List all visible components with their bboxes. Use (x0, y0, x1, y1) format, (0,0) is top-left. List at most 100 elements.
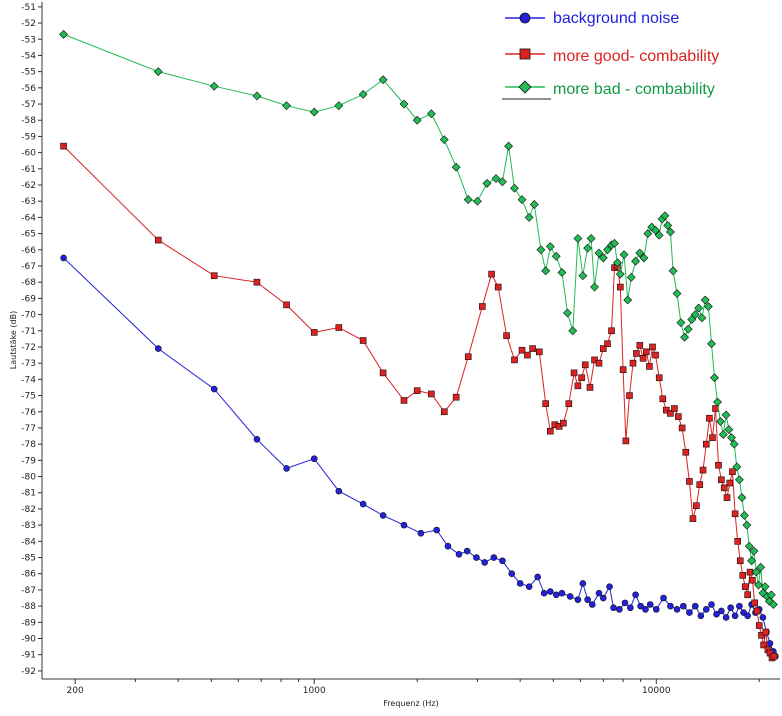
data-point-background-noise (253, 435, 261, 443)
y-tick-label: -57 (21, 100, 36, 110)
data-point-background-noise (697, 612, 705, 620)
data-point-bad-combability (626, 272, 636, 282)
data-point-bad-combability (209, 81, 219, 91)
data-point-good-combability (749, 576, 756, 584)
data-point-background-noise (359, 500, 367, 508)
data-point-background-noise (379, 512, 387, 519)
data-point-bad-combability (463, 195, 473, 205)
legend-label-bad-combability: more bad - combability (553, 81, 715, 98)
data-point-good-combability (755, 622, 763, 629)
data-point-good-combability (693, 502, 700, 510)
data-point-background-noise (621, 599, 629, 607)
data-point-good-combability (511, 356, 518, 364)
data-point-background-noise (400, 521, 408, 529)
y-tick-label: -61 (21, 165, 36, 175)
data-point-bad-combability (517, 195, 527, 205)
data-point-background-noise (708, 601, 715, 608)
data-point-good-combability (503, 332, 510, 339)
data-point-good-combability (622, 437, 630, 445)
series-line-background-noise (63, 257, 776, 657)
y-tick-label: -86 (21, 570, 36, 580)
data-point-background-noise (673, 606, 681, 613)
data-point-bad-combability (643, 229, 653, 239)
data-point-background-noise (508, 570, 516, 578)
data-point-background-noise (154, 345, 162, 352)
data-point-bad-combability (635, 248, 645, 258)
data-point-good-combability (720, 484, 728, 492)
data-point-background-noise (444, 542, 452, 550)
data-point-bad-combability (756, 562, 766, 572)
data-point-good-combability (696, 481, 704, 488)
data-point-good-combability (335, 324, 343, 331)
data-point-bad-combability (690, 310, 700, 320)
data-point-bad-combability (378, 75, 388, 85)
data-point-bad-combability (412, 115, 422, 125)
data-point-bad-combability (747, 556, 757, 566)
y-tick-label: -84 (21, 537, 36, 547)
data-point-bad-combability (541, 266, 551, 276)
data-point-good-combability (379, 369, 387, 377)
data-point-good-combability (629, 359, 637, 367)
data-point-good-combability (494, 283, 502, 291)
data-point-good-combability (739, 572, 747, 579)
data-point-bad-combability (153, 67, 163, 77)
data-point-good-combability (702, 440, 710, 448)
data-point-good-combability (599, 345, 607, 352)
y-axis-ticks: -51 -52 -53 -54 -55 -56 -57 -58 -59 -60 -61 -62 -63 -… (21, 3, 42, 677)
data-point-background-noise (680, 602, 687, 610)
data-point-good-combability (741, 583, 749, 590)
data-point-good-combability (723, 494, 731, 501)
data-point-background-noise (731, 612, 739, 620)
y-tick-label: -75 (21, 392, 36, 402)
data-point-bad-combability (707, 339, 716, 349)
data-point-bad-combability (727, 433, 736, 443)
data-point-good-combability (729, 468, 736, 475)
y-tick-label: -90 (21, 635, 36, 645)
data-point-background-noise (610, 604, 617, 612)
y-tick-label: -67 (21, 262, 36, 272)
data-point-good-combability (744, 591, 751, 599)
y-tick-label: -52 (21, 19, 36, 29)
data-point-bad-combability (718, 430, 728, 439)
data-point-background-noise (310, 455, 318, 463)
y-tick-label: -92 (21, 667, 36, 677)
data-point-bad-combability (734, 475, 744, 485)
data-point-bad-combability (568, 326, 578, 336)
data-point-background-noise (632, 591, 639, 599)
data-point-background-noise (283, 465, 290, 472)
data-point-bad-combability (668, 266, 678, 276)
legend-item-good-combability: more good- combability (505, 48, 719, 65)
data-point-bad-combability (603, 245, 612, 255)
y-tick-label: -71 (21, 327, 36, 337)
data-point-bad-combability (309, 107, 319, 117)
data-point-good-combability (524, 351, 531, 359)
data-point-background-noise (540, 589, 548, 597)
y-tick-label: -53 (21, 35, 36, 45)
data-point-bad-combability (713, 397, 722, 407)
data-point-bad-combability (697, 313, 707, 323)
y-tick-label: -76 (21, 408, 36, 418)
data-point-background-noise (691, 602, 699, 610)
data-point-bad-combability (700, 295, 710, 305)
y-tick-label: -69 (21, 294, 36, 304)
data-point-bad-combability (590, 282, 599, 292)
data-point-good-combability (595, 359, 603, 367)
data-point-background-noise (599, 594, 607, 602)
data-point-good-combability (565, 400, 573, 407)
data-point-good-combability (283, 301, 290, 309)
data-point-good-combability (60, 142, 67, 150)
y-tick-label: -91 (21, 651, 36, 661)
data-point-good-combability (667, 410, 674, 417)
data-point-bad-combability (623, 295, 633, 305)
data-point-background-noise (686, 609, 693, 616)
data-point-bad-combability (737, 493, 747, 503)
series-background-noise (60, 254, 779, 660)
data-point-good-combability (608, 327, 615, 335)
data-point-bad-combability (529, 200, 539, 209)
data-point-background-noise (584, 596, 591, 603)
data-point-bad-combability (744, 541, 754, 551)
x-tick-label: 200 (67, 686, 84, 696)
data-point-background-noise (534, 573, 541, 581)
data-point-good-combability (642, 348, 650, 356)
data-point-background-noise (722, 614, 730, 621)
